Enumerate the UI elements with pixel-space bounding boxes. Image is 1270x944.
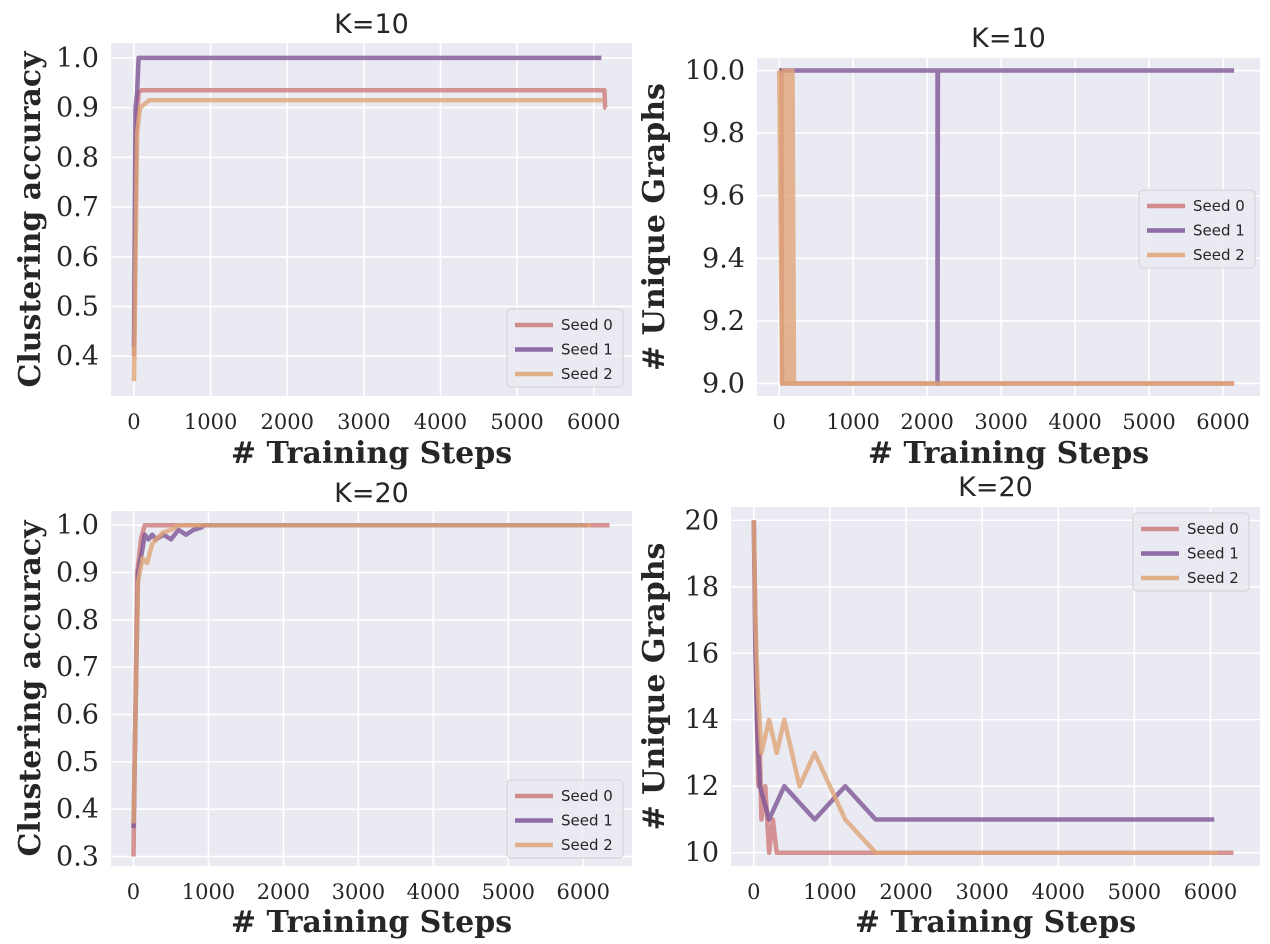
legend-label: Seed 1 xyxy=(561,341,613,359)
x-tick-label: 4000 xyxy=(1048,410,1101,434)
x-tick-label: 6000 xyxy=(567,410,620,434)
subplot-2: 0 1000 2000 3000 4000 5000 6000 9.0 9.2 9.4 9.6 9.8… xyxy=(637,23,1260,471)
y-tick-label: 0.4 xyxy=(56,794,99,825)
y-tick-label: 14 xyxy=(685,705,719,736)
x-tick-label: 6000 xyxy=(1184,880,1237,904)
series-line-seed-1 xyxy=(751,520,1215,822)
x-tick-label: 5000 xyxy=(490,410,543,434)
y-tick-label: 16 xyxy=(685,638,719,669)
y-tick-label: 9.6 xyxy=(702,181,745,212)
x-tick-label: 0 xyxy=(127,410,140,434)
x-tick-label: 1000 xyxy=(184,410,237,434)
y-tick-label: 0.4 xyxy=(56,341,99,372)
x-tick-label: 0 xyxy=(747,880,760,904)
chart-title: K=10 xyxy=(334,9,409,40)
series-line-seed-2 xyxy=(776,68,1235,386)
chart-title: K=20 xyxy=(958,472,1033,503)
x-tick-label: 0 xyxy=(127,880,140,904)
legend-label: Seed 2 xyxy=(1187,569,1239,587)
legend-label: Seed 1 xyxy=(1187,545,1239,563)
legend: Seed 0 Seed 1 Seed 2 xyxy=(506,308,624,388)
x-axis-label: # Training Steps xyxy=(868,436,1149,471)
y-tick-label: 9.4 xyxy=(702,243,745,274)
x-tick-label: 2000 xyxy=(260,410,313,434)
y-axis-label: # Unique Graphs xyxy=(637,83,672,371)
y-tick-label: 0.8 xyxy=(56,605,99,636)
series-line-seed-2 xyxy=(131,97,603,382)
y-tick-label: 18 xyxy=(685,572,719,603)
y-tick-label: 0.7 xyxy=(56,652,99,683)
legend-label: Seed 0 xyxy=(561,316,613,334)
y-tick-label: 12 xyxy=(685,771,719,802)
x-tick-label: 5000 xyxy=(482,880,535,904)
legend-box xyxy=(506,779,624,859)
chart-title: K=20 xyxy=(334,478,409,509)
y-axis-label: # Unique Graphs xyxy=(637,543,672,831)
x-tick-label: 3000 xyxy=(332,880,385,904)
legend-label: Seed 1 xyxy=(1193,222,1245,240)
x-tick-label: 1000 xyxy=(826,410,879,434)
y-tick-label: 9.0 xyxy=(702,368,745,399)
y-tick-label: 0.5 xyxy=(56,292,99,323)
legend-label: Seed 0 xyxy=(561,787,613,805)
x-tick-label: 4000 xyxy=(407,880,460,904)
x-axis-label: # Training Steps xyxy=(855,905,1136,940)
x-tick-label: 2000 xyxy=(257,880,310,904)
y-tick-label: 0.6 xyxy=(56,242,99,273)
y-tick-label: 0.6 xyxy=(56,700,99,731)
x-tick-label: 1000 xyxy=(182,880,235,904)
legend-box xyxy=(1132,512,1250,592)
y-axis-label: Clustering accuracy xyxy=(13,519,48,857)
x-tick-label: 3000 xyxy=(955,880,1008,904)
y-tick-label: 0.5 xyxy=(56,747,99,778)
y-tick-label: 0.9 xyxy=(56,93,99,124)
legend: Seed 0 Seed 1 Seed 2 xyxy=(1138,189,1256,269)
x-tick-label: 6000 xyxy=(1196,410,1249,434)
x-tick-label: 2000 xyxy=(879,880,932,904)
y-tick-label: 1.0 xyxy=(56,43,99,74)
y-tick-label: 1.0 xyxy=(56,510,99,541)
x-tick-label: 6000 xyxy=(557,880,610,904)
series-line-seed-2 xyxy=(131,522,591,824)
x-tick-label: 3000 xyxy=(974,410,1027,434)
x-axis-label: # Training Steps xyxy=(231,905,512,940)
legend: Seed 0 Seed 1 Seed 2 xyxy=(506,779,624,859)
legend-label: Seed 0 xyxy=(1187,520,1239,538)
y-tick-label: 0.9 xyxy=(56,558,99,589)
x-tick-label: 0 xyxy=(773,410,786,434)
legend: Seed 0 Seed 1 Seed 2 xyxy=(1132,512,1250,592)
y-axis-label: Clustering accuracy xyxy=(13,50,48,388)
legend-label: Seed 2 xyxy=(1193,246,1245,264)
x-tick-label: 5000 xyxy=(1122,410,1175,434)
series-line-seed-2 xyxy=(751,520,1219,855)
y-tick-label: 20 xyxy=(685,505,719,536)
subplot-4: 0 1000 2000 3000 4000 5000 6000 10 12 14 16 18 20 K=2… xyxy=(637,472,1260,940)
x-tick-label: 2000 xyxy=(900,410,953,434)
legend-label: Seed 2 xyxy=(561,365,613,383)
legend-label: Seed 1 xyxy=(561,812,613,830)
x-tick-label: 4000 xyxy=(414,410,467,434)
y-tick-label: 0.8 xyxy=(56,142,99,173)
y-tick-label: 10 xyxy=(685,838,719,869)
legend-label: Seed 0 xyxy=(1193,197,1245,215)
legend-label: Seed 2 xyxy=(561,836,613,854)
x-tick-label: 5000 xyxy=(1108,880,1161,904)
y-tick-label: 0.3 xyxy=(56,842,99,873)
y-tick-label: 9.8 xyxy=(702,118,745,149)
legend-box xyxy=(1138,189,1256,269)
subplot-1: 0 1000 2000 3000 4000 5000 6000 0.4 0.5 0.6 0.7 0.8… xyxy=(13,9,632,471)
x-tick-label: 4000 xyxy=(1032,880,1085,904)
x-tick-label: 1000 xyxy=(803,880,856,904)
legend-box xyxy=(506,308,624,388)
y-tick-label: 10.0 xyxy=(685,56,745,87)
y-tick-label: 0.7 xyxy=(56,192,99,223)
x-axis-label: # Training Steps xyxy=(231,436,512,471)
chart-title: K=10 xyxy=(971,23,1046,54)
y-tick-label: 9.2 xyxy=(702,306,745,337)
subplot-3: 0 1000 2000 3000 4000 5000 6000 0.3 0.4 0.5 0.6 0.7… xyxy=(13,478,632,940)
x-tick-label: 3000 xyxy=(337,410,390,434)
